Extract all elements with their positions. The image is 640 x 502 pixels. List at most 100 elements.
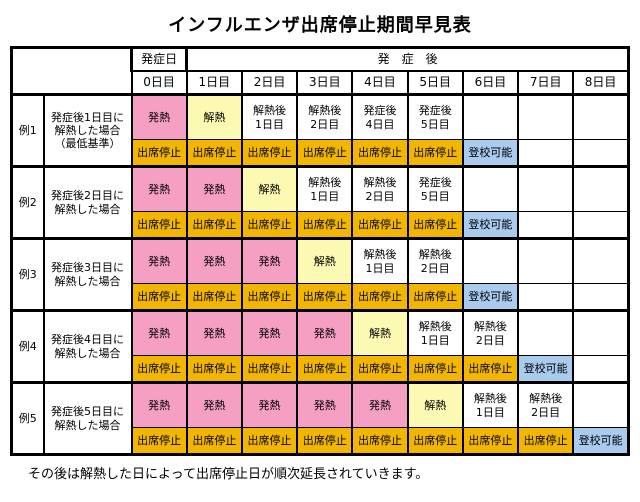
example-label: 例5 [10,381,45,455]
example-attendance-row: 出席停止 出席停止 出席停止 出席停止 出席停止 出席停止 出席停止 出席停止 登校可能 [12,427,630,456]
attendance-cell [572,139,630,168]
day-header-cell: 3日目 [296,70,354,96]
attendance-cell: 出席停止 [406,211,464,240]
example-label: 例2 [10,165,45,239]
attendance-cell [517,283,575,312]
attendance-cell: 出席停止 [185,139,243,168]
attendance-cell: 出席停止 [461,355,520,384]
example-status-row: 例1 発症後1日目に 解熱した場合 （最低基準） 発熱 解熱 解熱後 1日目 解熱後 2日… [10,93,630,167]
case-description: 発症後3日目に 解熱した場合 [42,237,133,311]
example-status-row: 例3 発症後3日目に 解熱した場合 発熱 発熱 発熱 解熱 解熱後 1日目 解熱後 2日目 [10,237,630,311]
status-cell: 解熱後 1日目 [351,237,409,284]
status-cell: 解熱後 1日目 [240,93,299,140]
status-cell: 発熱 [185,381,243,428]
status-cell: 発熱 [351,381,409,428]
attendance-cell: 登校可能 [461,139,520,168]
attendance-cell: 登校可能 [572,427,630,456]
example-attendance-row: 出席停止 出席停止 出席停止 出席停止 出席停止 出席停止 登校可能 [12,283,630,312]
status-cell [517,309,575,356]
status-cell: 発熱 [240,237,299,284]
status-cell: 解熱後 1日目 [406,309,464,356]
example-label: 例4 [10,309,45,383]
example-attendance-row: 出席停止 出席停止 出席停止 出席停止 出席停止 出席停止 出席停止 登校可能 [12,355,630,384]
attendance-cell: 出席停止 [296,139,354,168]
case-description: 発症後2日目に 解熱した場合 [42,165,133,239]
status-cell: 解熱 [296,237,354,284]
status-cell [461,165,520,212]
day-header-cell: 1日目 [185,70,243,96]
attendance-cell: 登校可能 [517,355,575,384]
attendance-cell: 出席停止 [351,283,409,312]
status-cell [572,381,630,428]
day-header-cell: 2日目 [240,70,299,96]
example-status-row: 例4 発症後4日目に 解熱した場合 発熱 発熱 発熱 発熱 解熱 解熱後 1日目 解熱後 2日目 [10,309,630,383]
status-cell: 解熱後 1日目 [296,165,354,212]
attendance-cell: 出席停止 [130,355,188,384]
attendance-cell: 出席停止 [351,355,409,384]
status-cell: 解熱 [351,309,409,356]
attendance-cell: 出席停止 [406,283,464,312]
day-header-cell: 7日目 [517,70,575,96]
status-cell: 発熱 [130,381,188,428]
status-cell [517,93,575,140]
status-cell [517,165,575,212]
attendance-cell: 出席停止 [406,427,464,456]
status-cell: 解熱後 2日目 [351,165,409,212]
status-cell: 解熱後 2日目 [406,237,464,284]
status-cell [461,93,520,140]
footer-note: その後は解熱した日によって出席停止日が順次延長されていきます。 [28,467,429,482]
attendance-suspension-table: 発症日 発 症 後 0日目 1日目 2日目 3日目 4日目 5日目 6日目 7日目 8日目 例1… [10,46,630,456]
status-cell [572,165,630,212]
status-cell: 発熱 [130,93,188,140]
attendance-cell: 出席停止 [130,139,188,168]
status-cell: 発症後 5日目 [406,93,464,140]
status-cell: 発症後 4日目 [351,93,409,140]
status-cell: 発熱 [185,237,243,284]
attendance-cell: 登校可能 [461,211,520,240]
page-title: インフルエンザ出席停止期間早見表 [168,15,472,36]
status-cell: 発熱 [296,381,354,428]
attendance-cell: 出席停止 [461,427,520,456]
attendance-cell: 出席停止 [240,139,299,168]
status-cell [572,93,630,140]
attendance-cell: 出席停止 [351,427,409,456]
attendance-cell: 出席停止 [130,427,188,456]
example-attendance-row: 出席停止 出席停止 出席停止 出席停止 出席停止 出席停止 登校可能 [12,211,630,240]
after-onset-header: 発 症 後 [185,46,630,72]
example-status-row: 例5 発症後5日目に 解熱した場合 発熱 発熱 発熱 発熱 発熱 解熱 解熱後 1日目 解熱後 2… [10,381,630,455]
attendance-cell: 出席停止 [240,211,299,240]
status-cell [572,309,630,356]
attendance-cell [572,211,630,240]
attendance-cell: 出席停止 [185,355,243,384]
case-description: 発症後5日目に 解熱した場合 [42,381,133,455]
status-cell: 発熱 [130,237,188,284]
day-header-cell: 0日目 [130,70,188,96]
example-status-row: 例2 発症後2日目に 解熱した場合 発熱 発熱 解熱 解熱後 1日目 解熱後 2日目 発症後 … [10,165,630,239]
attendance-cell: 登校可能 [461,283,520,312]
page: インフルエンザ出席停止期間早見表 発症日 発 症 後 0日目 1日目 2日目 3日目 4… [0,11,640,482]
example-label: 例1 [10,93,45,167]
attendance-cell: 出席停止 [517,427,575,456]
status-cell: 発熱 [185,309,243,356]
attendance-cell: 出席停止 [185,427,243,456]
attendance-cell: 出席停止 [406,355,464,384]
status-cell: 解熱 [406,381,464,428]
status-cell: 解熱後 1日目 [461,381,520,428]
status-cell [517,237,575,284]
corner-cell [10,46,133,96]
day-header-cell: 8日目 [572,70,630,96]
attendance-cell: 出席停止 [130,283,188,312]
attendance-cell [572,355,630,384]
status-cell: 発熱 [185,165,243,212]
example-attendance-row: 出席停止 出席停止 出席停止 出席停止 出席停止 出席停止 登校可能 [12,139,630,168]
attendance-cell: 出席停止 [240,283,299,312]
attendance-cell: 出席停止 [130,211,188,240]
status-cell: 解熱 [185,93,243,140]
status-cell: 発症後 5日目 [406,165,464,212]
day-header-cell: 5日目 [406,70,464,96]
attendance-cell: 出席停止 [296,355,354,384]
status-cell: 発熱 [130,165,188,212]
status-cell: 発熱 [130,309,188,356]
attendance-cell: 出席停止 [296,427,354,456]
day-header-cell: 4日目 [351,70,409,96]
